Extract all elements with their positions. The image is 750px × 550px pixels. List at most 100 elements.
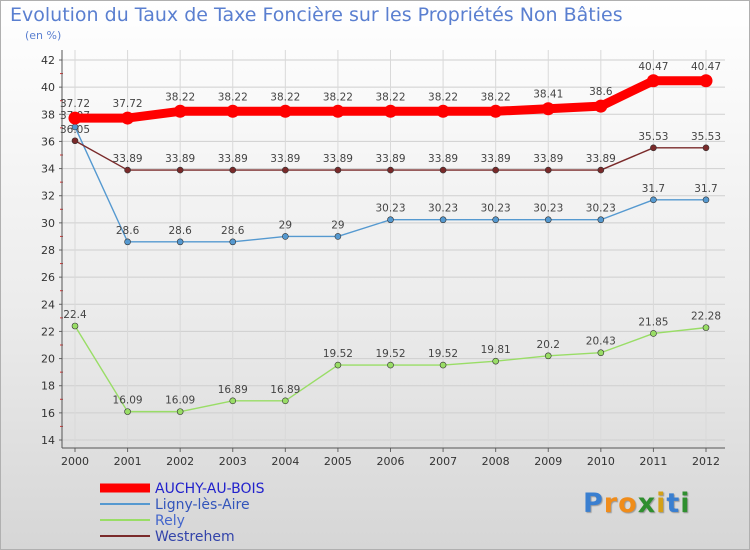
data-point <box>541 102 555 116</box>
data-point <box>124 166 131 174</box>
series-1: 37.0728.628.628.6292930.2330.2330.2330.2… <box>60 110 718 246</box>
data-point <box>229 238 237 246</box>
logo-letter: o <box>618 488 638 519</box>
data-label: 19.52 <box>428 348 458 360</box>
data-label: 30.23 <box>375 203 405 215</box>
data-label: 38.22 <box>481 91 511 103</box>
data-label: 30.23 <box>481 203 511 215</box>
data-label: 22.28 <box>691 311 721 323</box>
y-tick-label: 36 <box>41 135 55 148</box>
data-point <box>334 166 342 174</box>
data-point <box>121 111 135 125</box>
data-label: 29 <box>331 219 344 231</box>
data-point <box>702 196 710 204</box>
data-label: 38.22 <box>375 91 405 103</box>
y-tick-label: 40 <box>41 81 55 94</box>
data-label: 38.22 <box>270 91 300 103</box>
data-point <box>597 216 605 224</box>
data-point <box>71 322 79 330</box>
data-point <box>702 324 710 331</box>
data-point <box>384 104 397 118</box>
data-label: 21.85 <box>638 316 668 328</box>
proxiti-logo: Proxiti <box>583 488 691 519</box>
data-point <box>229 166 237 174</box>
data-label: 16.09 <box>165 395 195 407</box>
data-label: 33.89 <box>113 153 143 165</box>
data-point <box>282 397 289 405</box>
data-label: 33.89 <box>481 153 511 165</box>
data-point <box>176 238 184 246</box>
data-label: 19.81 <box>481 344 511 356</box>
y-tick-label: 32 <box>41 190 55 203</box>
data-label: 33.89 <box>270 153 300 165</box>
data-label: 33.89 <box>586 153 616 165</box>
data-point <box>436 104 450 118</box>
data-label: 33.89 <box>533 153 563 165</box>
x-tick-label: 2002 <box>166 455 194 468</box>
data-label: 38.41 <box>533 89 563 101</box>
data-label: 31.7 <box>694 183 717 195</box>
data-point <box>176 166 184 174</box>
x-tick-label: 2004 <box>271 455 299 468</box>
data-point <box>124 408 131 415</box>
data-point <box>387 166 394 174</box>
data-point <box>492 166 499 174</box>
data-label: 38.22 <box>323 91 353 103</box>
series-layer: 37.0728.628.628.6292930.2330.2330.2330.2… <box>60 61 721 415</box>
data-label: 31.7 <box>642 183 665 195</box>
data-label: 36.05 <box>60 124 90 136</box>
x-tick-label: 2011 <box>639 455 667 468</box>
data-point <box>702 144 710 152</box>
data-point <box>387 361 394 369</box>
y-tick-label: 34 <box>41 163 55 176</box>
x-tick-label: 2009 <box>534 455 562 468</box>
data-point <box>387 216 394 224</box>
y-tick-label: 18 <box>41 380 55 393</box>
data-label: 22.4 <box>63 309 87 321</box>
data-point <box>699 74 713 88</box>
logo-letter: x <box>637 488 657 519</box>
data-point <box>278 104 292 118</box>
data-label: 19.52 <box>375 348 405 360</box>
data-point <box>282 233 289 240</box>
y-tick-label: 26 <box>41 271 55 284</box>
data-point <box>229 397 237 405</box>
data-label: 33.89 <box>165 153 195 165</box>
data-label: 30.23 <box>428 203 458 215</box>
x-tick-label: 2012 <box>692 455 720 468</box>
data-label: 30.23 <box>586 203 616 215</box>
data-label: 38.22 <box>218 91 248 103</box>
data-label: 30.23 <box>533 203 563 215</box>
axes: 14 16 18 20 22 24 26 28 30 32 34 36 38 40 42 2000 2001 20… <box>41 50 725 468</box>
data-point <box>650 144 657 152</box>
data-label: 33.89 <box>428 153 458 165</box>
data-point <box>492 216 499 224</box>
data-point <box>173 104 187 118</box>
data-label: 38.6 <box>589 86 613 98</box>
data-point <box>334 361 342 369</box>
legend-label: AUCHY-AU-BOIS <box>155 481 265 497</box>
logo-letter: t <box>666 488 681 519</box>
y-tick-label: 16 <box>41 407 55 420</box>
x-tick-label: 2007 <box>429 455 457 468</box>
data-point <box>282 166 289 174</box>
data-label: 33.89 <box>323 153 353 165</box>
legend-label: Rely <box>155 513 185 529</box>
x-tick-label: 2008 <box>482 455 510 468</box>
data-label: 35.53 <box>638 131 668 143</box>
logo-letter: i <box>656 488 667 519</box>
data-point <box>124 238 131 246</box>
data-label: 19.52 <box>323 348 353 360</box>
data-label: 37.72 <box>113 98 143 110</box>
data-point <box>544 216 552 224</box>
data-label: 29 <box>279 219 292 231</box>
data-point <box>544 166 552 174</box>
data-label: 33.89 <box>375 153 405 165</box>
y-tick-label: 28 <box>41 244 55 257</box>
data-label: 28.6 <box>116 225 140 237</box>
data-label: 33.89 <box>218 153 248 165</box>
data-label: 20.43 <box>586 336 616 348</box>
data-label: 38.22 <box>428 91 458 103</box>
